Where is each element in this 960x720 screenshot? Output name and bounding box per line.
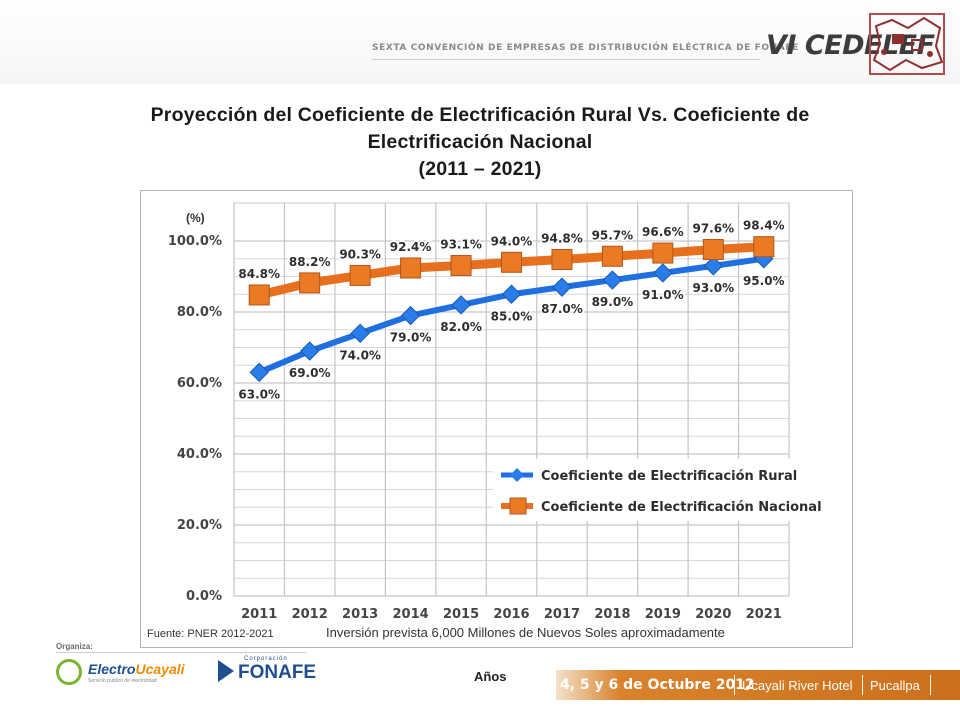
data-label-rural: 95.0%	[743, 274, 785, 288]
footer-separator	[930, 675, 931, 695]
footer-separator	[862, 675, 863, 695]
x-tick-label: 2016	[493, 607, 529, 622]
marker-nacional	[400, 257, 422, 279]
chart-frame: 0.0% 20.0% 40.0% 60.0% 80.0% 100.0% 2011 2012 20…	[140, 190, 853, 648]
marker-rural	[451, 295, 471, 315]
organizers-divider	[56, 652, 306, 653]
x-tick-label: 2013	[342, 607, 378, 622]
marker-rural	[602, 270, 623, 290]
fonafe-wordmark: FONAFE	[238, 662, 317, 683]
title-line-2: Electrificación Nacional	[367, 131, 593, 153]
footer-city: Pucallpa	[870, 678, 920, 693]
electro-ucayali-tagline: Servicio público de electricidad	[88, 678, 157, 684]
marker-rural	[653, 263, 673, 283]
y-axis-unit-label: (%)	[186, 211, 205, 225]
data-label-rural: 85.0%	[491, 309, 533, 323]
x-tick-label: 2015	[443, 607, 479, 622]
y-tick-label: 80.0%	[177, 305, 222, 320]
y-tick-label: 60.0%	[177, 376, 222, 391]
header-divider	[372, 59, 760, 60]
legend-label-rural: Coeficiente de Electrificación Rural	[541, 469, 797, 484]
x-tick-label: 2019	[645, 607, 681, 622]
electro-word: Electro	[88, 661, 136, 677]
marker-rural	[249, 362, 269, 383]
fonafe-corporacion-label: Corporación	[244, 656, 288, 662]
fonafe-arrow-icon	[218, 660, 234, 682]
legend-marker-nacional	[509, 497, 527, 515]
top-header-band	[0, 0, 960, 84]
data-label-nacional: 90.3%	[339, 247, 381, 261]
data-label-nacional: 88.2%	[289, 255, 331, 269]
x-tick-label: 2020	[695, 607, 731, 622]
marker-rural	[299, 341, 320, 361]
x-tick-label: 2014	[392, 607, 428, 622]
cedelef-brand: VI CEDELEF	[766, 30, 935, 61]
title-line-1: Proyección del Coeficiente de Electrific…	[150, 104, 810, 126]
electro-ucayali-logo: ElectroUcayali Servicio público de elect…	[56, 657, 206, 689]
footer-date: 4, 5 y 6 de Octubre 2012	[560, 677, 755, 693]
marker-rural	[400, 305, 421, 326]
footer-separator	[734, 675, 735, 695]
data-label-nacional: 98.4%	[743, 219, 785, 233]
ucayali-word: Ucayali	[135, 661, 185, 677]
data-label-nacional: 94.8%	[541, 231, 583, 245]
event-title: SEXTA CONVENCIÓN DE EMPRESAS DE DISTRIBU…	[372, 43, 799, 53]
marker-nacional	[702, 239, 724, 261]
marker-nacional	[501, 251, 522, 273]
y-tick-label: 100.0%	[168, 234, 222, 249]
marker-nacional	[450, 254, 472, 276]
y-tick-label: 20.0%	[177, 518, 222, 533]
electro-ucayali-icon	[56, 659, 82, 685]
data-label-rural: 63.0%	[238, 387, 280, 401]
x-tick-label: 2011	[241, 607, 277, 622]
x-axis-title: Años	[474, 669, 507, 684]
marker-rural	[552, 277, 572, 297]
marker-rural	[703, 256, 724, 276]
data-label-rural: 89.0%	[592, 295, 634, 309]
legend-box	[493, 459, 805, 521]
footer-bar	[556, 670, 960, 700]
data-label-rural: 82.0%	[440, 320, 482, 334]
title-line-3: (2011 – 2021)	[418, 158, 542, 180]
data-label-rural: 74.0%	[339, 348, 381, 362]
marker-nacional	[753, 236, 775, 258]
x-tick-label: 2017	[544, 607, 580, 622]
data-label-nacional: 96.6%	[642, 225, 684, 239]
slide-title: Proyección del Coeficiente de Electrific…	[40, 102, 920, 183]
marker-nacional	[299, 272, 321, 294]
data-label-nacional: 84.8%	[238, 267, 280, 281]
source-note: Fuente: PNER 2012-2021	[147, 628, 274, 640]
y-tick-label: 0.0%	[186, 589, 222, 604]
line-chart: 0.0% 20.0% 40.0% 60.0% 80.0% 100.0% 2011 2012 20…	[168, 202, 822, 622]
x-tick-label: 2021	[746, 607, 782, 622]
footer-hotel: Ucayali River Hotel	[742, 678, 853, 693]
data-label-nacional: 93.1%	[440, 237, 482, 251]
organizers-label: Organiza:	[56, 642, 93, 651]
data-label-rural: 87.0%	[541, 302, 583, 316]
data-label-rural: 79.0%	[390, 331, 432, 345]
data-label-nacional: 95.7%	[592, 228, 634, 242]
data-label-nacional: 97.6%	[692, 222, 734, 236]
marker-rural	[501, 284, 522, 304]
legend-marker-rural	[510, 468, 524, 482]
electro-ucayali-wordmark: ElectroUcayali	[88, 661, 185, 677]
fonafe-logo: Corporación FONAFE	[218, 656, 318, 688]
data-label-rural: 69.0%	[289, 366, 331, 380]
data-label-rural: 91.0%	[642, 288, 684, 302]
marker-nacional	[601, 245, 623, 267]
data-label-nacional: 92.4%	[390, 240, 432, 254]
y-tick-label: 40.0%	[177, 447, 222, 462]
marker-nacional	[349, 264, 371, 286]
data-label-nacional: 94.0%	[491, 234, 533, 248]
marker-nacional	[248, 284, 270, 306]
marker-nacional	[652, 242, 674, 264]
x-tick-label: 2012	[292, 607, 328, 622]
marker-rural	[350, 323, 370, 344]
legend-label-nacional: Coeficiente de Electrificación Nacional	[541, 500, 822, 515]
marker-nacional	[551, 248, 573, 270]
cedelef-emblem-icon	[869, 13, 945, 75]
x-tick-label: 2018	[594, 607, 630, 622]
data-label-rural: 93.0%	[692, 281, 734, 295]
investment-note: Inversión prevista 6,000 Millones de Nue…	[326, 625, 725, 640]
